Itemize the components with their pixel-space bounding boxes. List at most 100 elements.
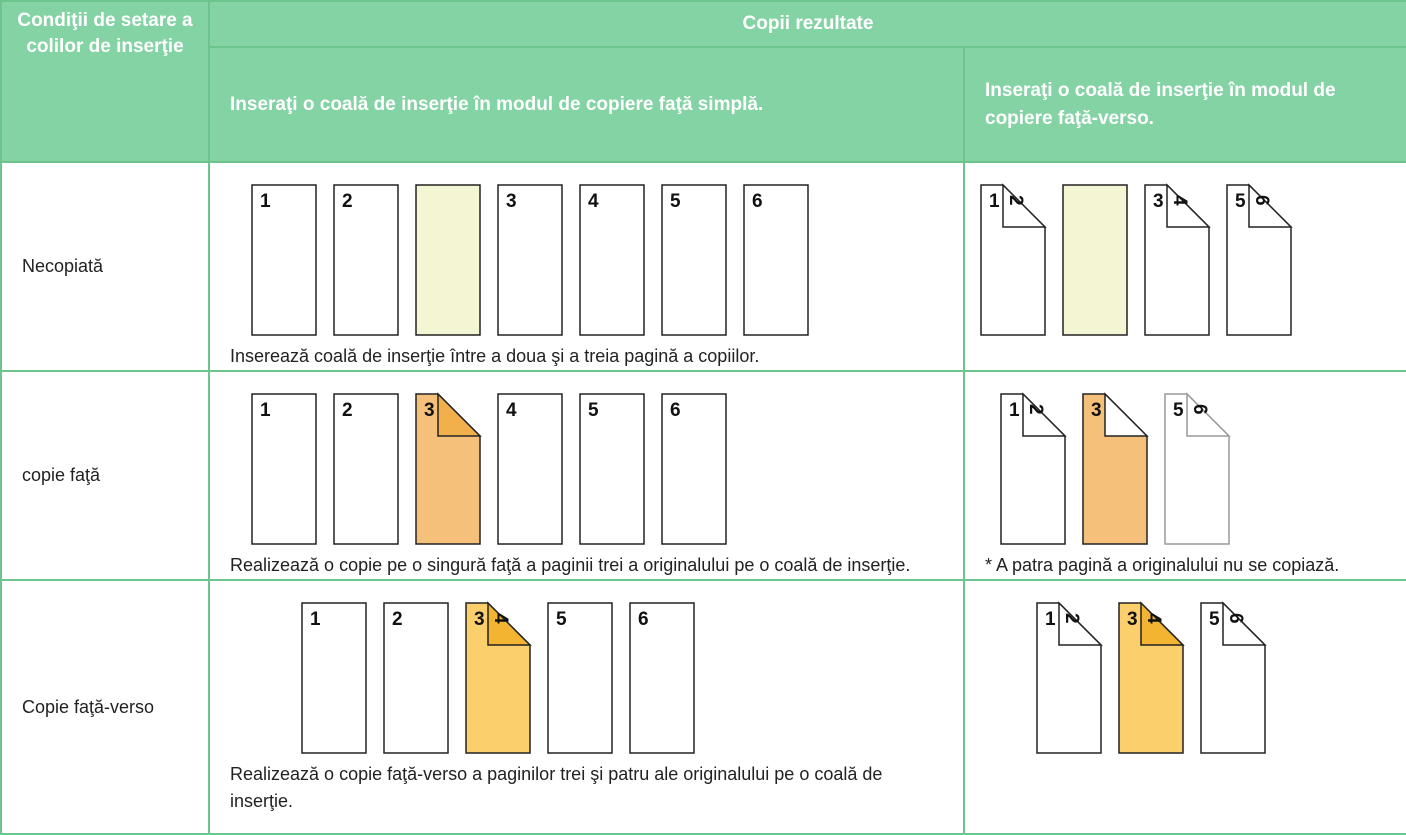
page-number: 5 — [1173, 400, 1184, 421]
page-number: 5 — [588, 400, 599, 421]
page-number: 1 — [260, 191, 271, 212]
page-number: 3 — [1127, 609, 1138, 630]
sheet — [661, 184, 727, 336]
sheet — [743, 184, 809, 336]
back-page-number: 2 — [1061, 613, 1082, 624]
page-icon — [1062, 184, 1128, 336]
page-shape: 1 — [251, 184, 317, 336]
page-icon: 5 — [579, 393, 645, 545]
page-icon: 2 — [333, 393, 399, 545]
sheet — [333, 393, 399, 545]
page-shape: 5 — [547, 602, 613, 754]
fold — [1058, 601, 1103, 646]
page-number: 2 — [392, 609, 403, 630]
condition-cell: Copie faţă-verso — [0, 579, 210, 835]
page-number: 3 — [474, 609, 485, 630]
page-icon: 3 — [415, 392, 482, 545]
page-number: 3 — [424, 400, 435, 421]
header-cell: Inseraţi o coală de inserţie în modul de… — [963, 46, 1406, 163]
page-icon: 3 — [1082, 392, 1149, 545]
fold — [1248, 183, 1293, 228]
page-shape: 5 — [661, 184, 727, 336]
page-number: 6 — [752, 191, 763, 212]
back-page-number: 6 — [1189, 404, 1210, 415]
fold — [1104, 392, 1149, 437]
fold — [1140, 601, 1185, 646]
page-shape: 2 — [333, 184, 399, 336]
page-shape: 5 — [579, 393, 645, 545]
page-shape: 4 — [497, 393, 563, 545]
page-number: 5 — [1209, 609, 1220, 630]
page-number: 5 — [556, 609, 567, 630]
page-number: 1 — [1009, 400, 1020, 421]
sheet — [301, 602, 367, 754]
note: Inserează coală de inserţie între a doua… — [230, 346, 760, 366]
sheet — [1062, 184, 1128, 336]
sheet — [497, 393, 563, 545]
page-shape: 3 — [415, 392, 482, 545]
page-number: 1 — [989, 191, 1000, 212]
page-icon: 1 — [251, 184, 317, 336]
page-number: 5 — [1235, 191, 1246, 212]
sheet — [579, 184, 645, 336]
condition-cell: Necopiată — [0, 161, 210, 372]
page-shape: 3 — [1082, 392, 1149, 545]
result-cell: 1 2 3 4 5 6 Realizează o copie faţă-verso a pa… — [208, 579, 965, 835]
row: Necopiată 1 2 3 4 5 6 Inserează coală de inserţ… — [0, 161, 1406, 372]
back-page-number: 4 — [1169, 195, 1190, 206]
back-page-number: 4 — [490, 613, 511, 624]
sheet — [579, 393, 645, 545]
page-icon: 5 — [661, 184, 727, 336]
result-cell: 1 2 3 4 5 6 Realizează o copie pe o singură fa… — [208, 370, 965, 581]
back-page-number: 2 — [1025, 404, 1046, 415]
back-page-number: 6 — [1225, 613, 1246, 624]
sheet — [383, 602, 449, 754]
page-number: 4 — [506, 400, 517, 421]
sheet — [629, 602, 695, 754]
note: Realizează o copie pe o singură faţă a p… — [230, 555, 911, 575]
page-shape: 2 — [333, 393, 399, 545]
page-icon: 4 — [497, 393, 563, 545]
sheet — [415, 184, 481, 336]
fold — [487, 601, 532, 646]
page-icon: 1 — [301, 602, 367, 754]
page-shape: 6 — [661, 393, 727, 545]
page-icon: 6 — [743, 184, 809, 336]
page-number: 6 — [638, 609, 649, 630]
result-cell: 1 2 3 4 5 6 Inserează coală de inserţie între … — [208, 161, 965, 372]
header-cell: Inseraţi o coală de inserţie în modul de… — [208, 46, 965, 163]
fold — [1186, 392, 1231, 437]
back-page-number: 4 — [1143, 613, 1164, 624]
row: Copie faţă-verso 1 2 3 4 5 6 Realizează o copie… — [0, 579, 1406, 835]
header-cell: Copii rezultate — [208, 0, 1406, 48]
page-icon: 2 — [383, 602, 449, 754]
page-icon: 6 — [661, 393, 727, 545]
page-icon — [415, 184, 481, 336]
note: * A patra pagină a originalului nu se co… — [985, 555, 1340, 575]
fold — [1166, 183, 1211, 228]
result-cell: 1 2 3 5 6 * A patra pagină a originalului nu … — [963, 370, 1406, 581]
page-icon: 6 — [629, 602, 695, 754]
page-number: 5 — [670, 191, 681, 212]
back-page-number: 6 — [1251, 195, 1272, 206]
row: copie faţă 1 2 3 4 5 6 Realizează o copie pe o … — [0, 370, 1406, 581]
sheet — [333, 184, 399, 336]
page-shape — [415, 184, 481, 336]
page-number: 1 — [1045, 609, 1056, 630]
fold — [437, 392, 482, 437]
